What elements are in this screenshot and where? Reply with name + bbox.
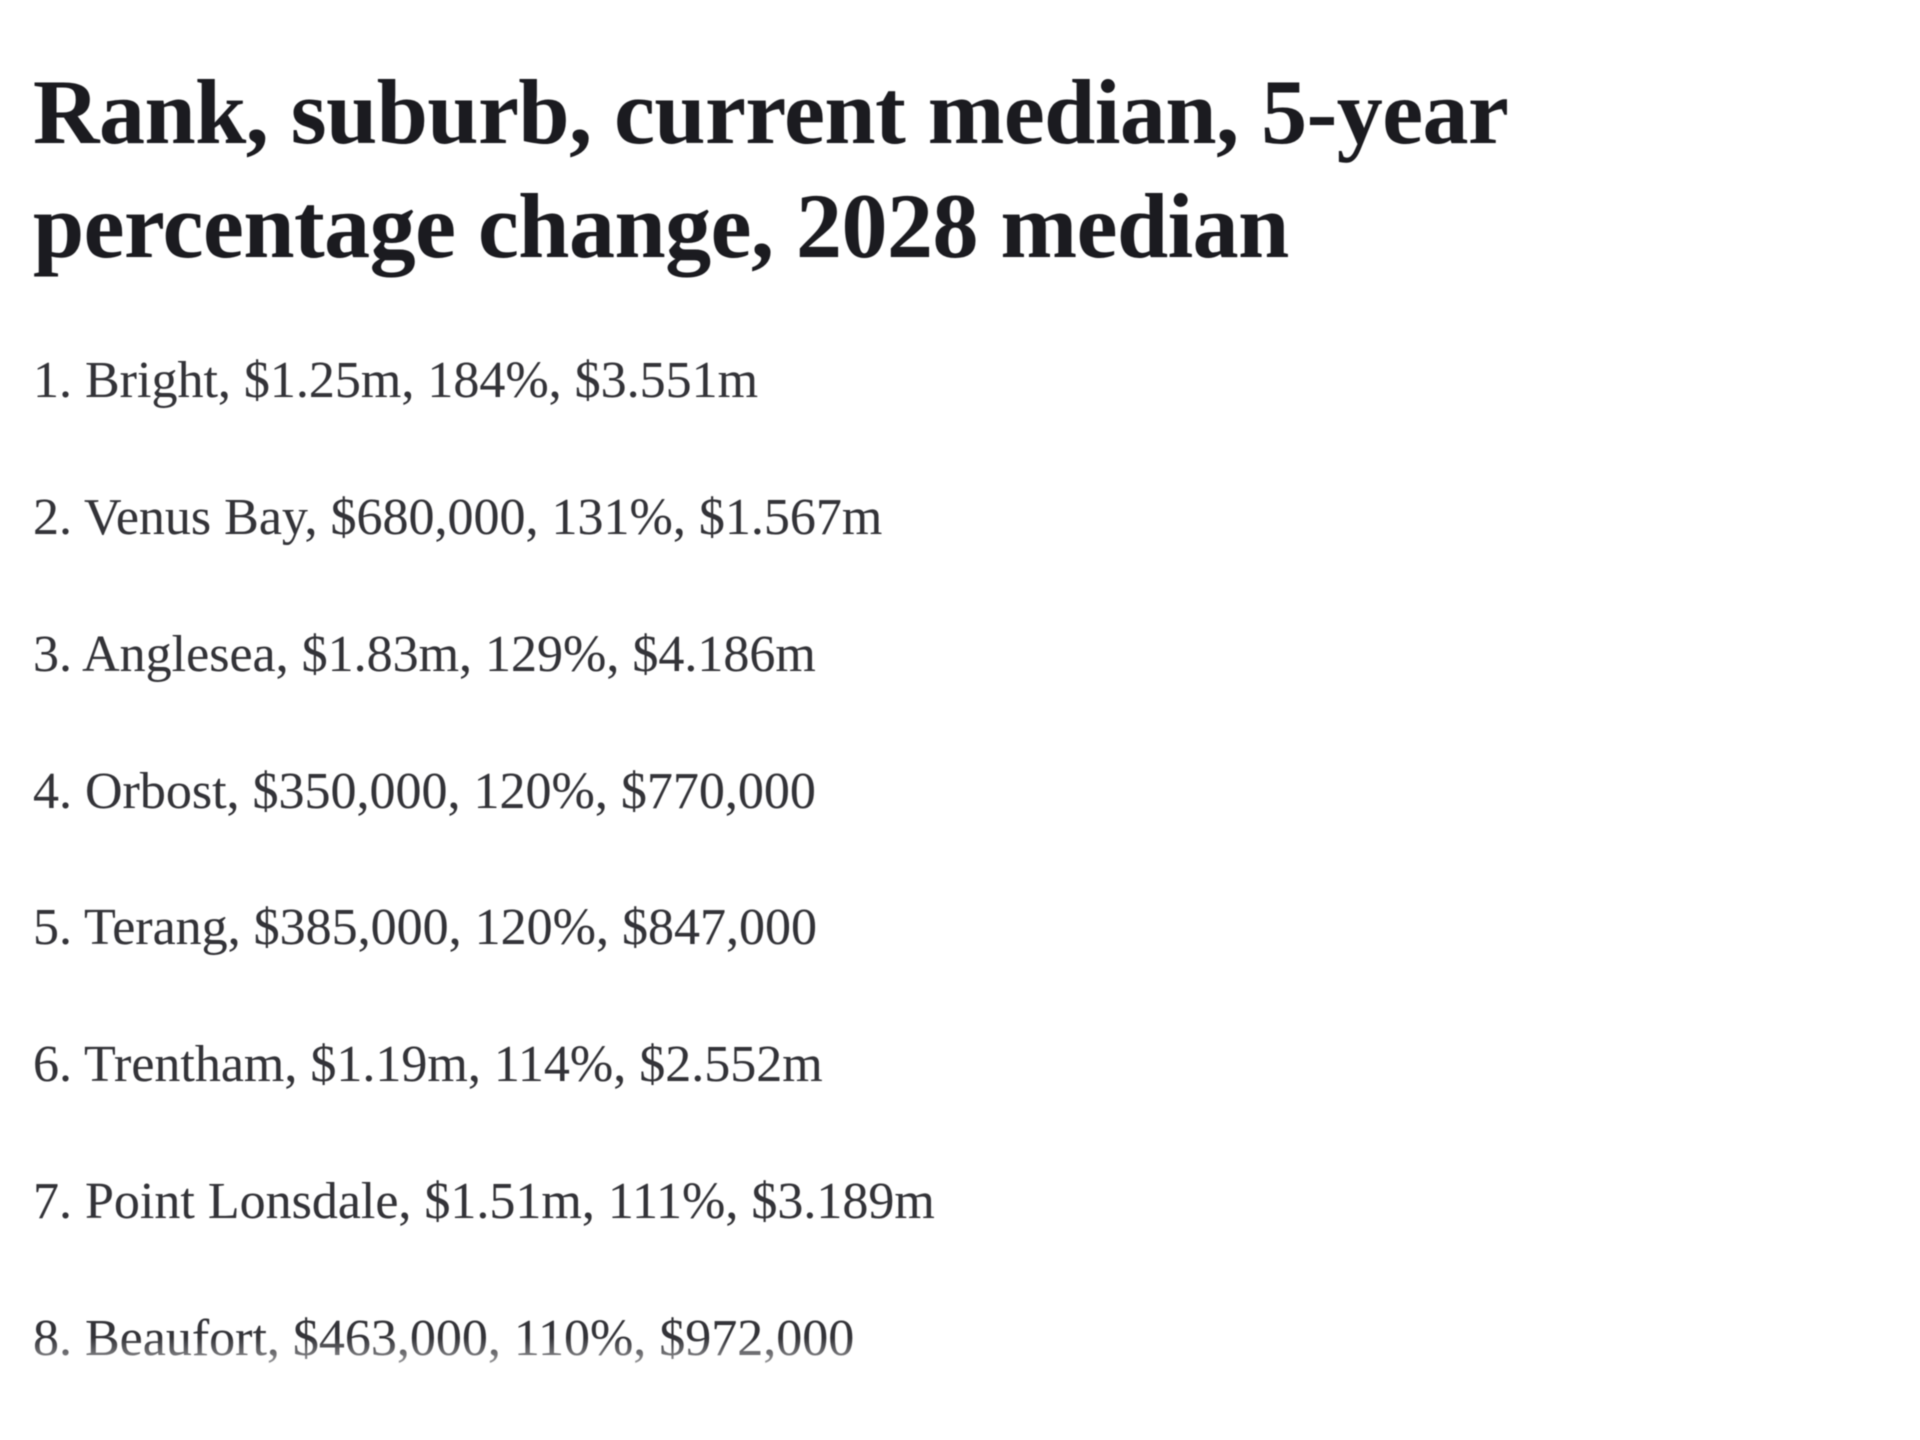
list-item-rank-6: 6. Trentham, $1.19m, 114%, $2.552m [33,1036,823,1094]
list-item-rank-4: 4. Orbost, $350,000, 120%, $770,000 [33,762,816,820]
list-item-rank-2: 2. Venus Bay, $680,000, 131%, $1.567m [33,488,883,546]
list-item-rank-5: 5. Terang, $385,000, 120%, $847,000 [33,899,817,957]
list-item-rank-1: 1. Bright, $1.25m, 184%, $3.551m [33,352,759,410]
article-heading: Rank, suburb, current median, 5-year per… [33,61,1507,278]
list-item-rank-7: 7. Point Lonsdale, $1.51m, 111%, $3.189m [33,1172,935,1230]
list-item-rank-3: 3. Anglesea, $1.83m, 129%, $4.186m [33,625,816,683]
list-item-rank-8: 8. Beaufort, $463,000, 110%, $972,000 [33,1309,855,1367]
suburb-ranking-list: 1. Bright, $1.25m, 184%, $3.551m 2. Venu… [33,351,1613,1368]
article-content: Rank, suburb, current median, 5-year per… [33,0,1613,1440]
